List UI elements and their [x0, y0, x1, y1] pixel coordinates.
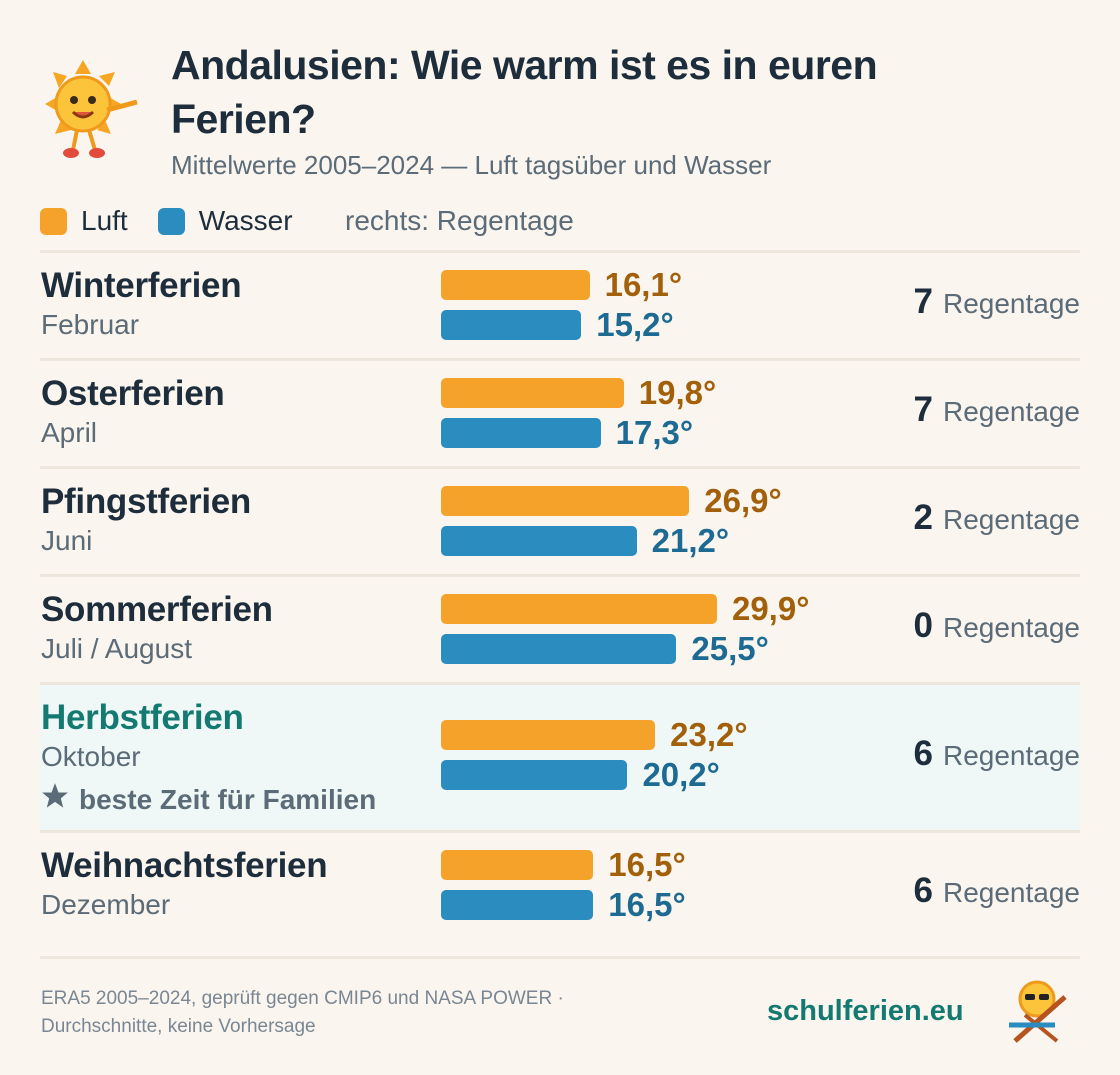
category-label: Herbstferien: [41, 698, 244, 737]
legend-label: Wasser: [198, 205, 293, 236]
sun-lounger-icon: [1009, 980, 1067, 1043]
category-subtitle: Oktober: [41, 741, 141, 772]
star-icon: [41, 782, 69, 818]
bar: [441, 378, 624, 408]
separator: [40, 830, 1080, 833]
brand: schulferien.eu: [767, 995, 964, 1027]
chart-title: Andalusien: Wie warm ist es in euren Fer…: [171, 42, 878, 142]
rain-days-label: Regentage: [942, 612, 1080, 643]
rain-days: 7 Regentage: [914, 390, 1080, 430]
separator: [40, 956, 1080, 959]
sun-mascot: [45, 60, 138, 158]
rain-days-value: 6: [913, 871, 933, 910]
rain-days-label: Regentage: [942, 504, 1080, 535]
value-label: 16,5°: [608, 846, 686, 883]
category-label: Pfingstferien: [41, 482, 252, 521]
legend-item: Wasser: [157, 205, 293, 237]
highlight-row: [40, 685, 1080, 830]
legend-item: Luft: [40, 205, 128, 237]
value-label: 21,2°: [651, 522, 730, 559]
value-label: 16,1°: [604, 266, 683, 303]
value-label: 19,8°: [638, 374, 717, 411]
bar: [441, 720, 656, 750]
value-label: 16,5°: [608, 886, 686, 923]
category-subtitle: April: [41, 417, 98, 448]
bar: [441, 526, 637, 556]
rain-days-label: Regentage: [942, 396, 1080, 427]
chart-subtitle: Mittelwerte 2005–2024 — Luft tagsüber un…: [171, 150, 772, 180]
category-label: Sommerferien: [41, 590, 273, 629]
legend-label: Luft: [81, 205, 128, 236]
bar: [441, 310, 582, 340]
legend-swatch: [40, 207, 67, 235]
bar: [441, 418, 601, 448]
legend: Luft Wasser: [40, 205, 323, 237]
rain-days-label: Regentage: [942, 288, 1080, 319]
category-label: Osterferien: [41, 374, 225, 413]
footer-line: ERA5 2005–2024, geprüft gegen CMIP6 und …: [41, 988, 564, 1009]
category-label: Winterferien: [41, 266, 242, 305]
category-label: Weihnachtsferien: [41, 846, 328, 885]
rain-days: 7 Regentage: [914, 282, 1080, 322]
value-label: 20,2°: [642, 756, 720, 793]
separator: [40, 682, 1080, 685]
bar: [441, 850, 594, 880]
rain-days-value: 2: [913, 498, 933, 537]
rain-days-value: 7: [913, 390, 933, 429]
legend-swatch: [157, 207, 185, 235]
value-label: 29,9°: [731, 590, 810, 627]
highlight-note-text: beste Zeit für Familien: [79, 784, 377, 815]
value-label: 15,2°: [596, 306, 674, 343]
bar: [441, 760, 628, 790]
value-label: 26,9°: [704, 482, 782, 519]
bar: [441, 634, 677, 664]
rain-days: 6 Regentage: [914, 734, 1080, 774]
rain-days-value: 0: [913, 606, 933, 645]
rain-days-label: Regentage: [942, 740, 1080, 771]
separator: [40, 250, 1080, 253]
rain-days: 0 Regentage: [914, 606, 1080, 646]
separator: [40, 574, 1080, 577]
bar: [441, 594, 717, 624]
separator: [40, 358, 1080, 361]
bar: [441, 270, 590, 300]
value-label: 17,3°: [615, 414, 694, 451]
category-subtitle: Dezember: [41, 889, 171, 920]
category-subtitle: Juli / August: [41, 633, 192, 664]
category-subtitle: Februar: [41, 309, 140, 340]
separator: [40, 466, 1080, 469]
value-label: 23,2°: [670, 716, 748, 753]
footer-line: Durchschnitte, keine Vorhersage: [41, 1016, 316, 1037]
bar: [441, 890, 594, 920]
category-subtitle: Juni: [41, 525, 93, 556]
rain-days-value: 7: [913, 282, 933, 321]
value-label: 25,5°: [691, 630, 769, 667]
legend-note: rechts: Regentage: [345, 205, 574, 236]
rain-days-label: Regentage: [942, 877, 1080, 908]
bar: [441, 486, 690, 516]
rain-days: 6 Regentage: [914, 871, 1080, 911]
rain-days-value: 6: [913, 734, 933, 773]
highlight-note: beste Zeit für Familien: [41, 782, 376, 818]
footer: ERA5 2005–2024, geprüft gegen CMIP6 und …: [41, 985, 564, 1041]
rain-days: 2 Regentage: [914, 498, 1080, 538]
